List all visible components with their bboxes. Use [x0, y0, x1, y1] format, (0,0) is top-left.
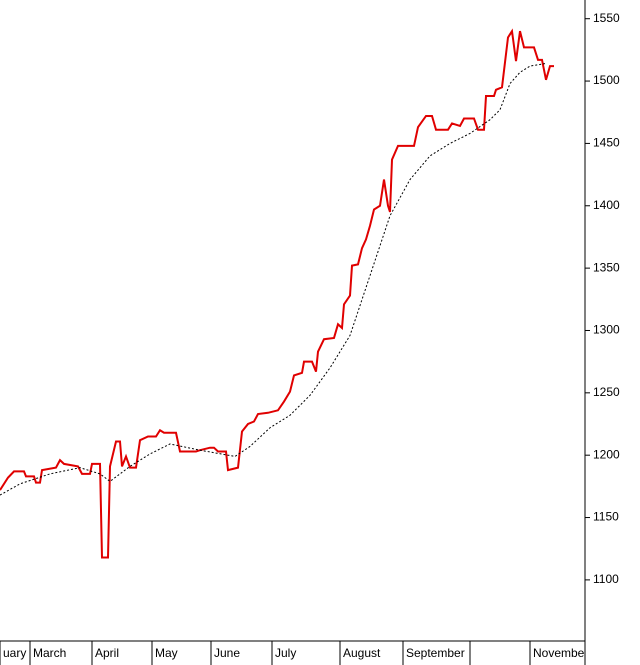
- y-tick-label: 1500: [593, 73, 620, 87]
- x-tick-label: May: [155, 646, 178, 660]
- y-tick-label: 1350: [593, 260, 620, 274]
- y-tick-label: 1100: [593, 572, 619, 586]
- x-tick-label: March: [33, 646, 66, 660]
- y-tick-label: 1250: [593, 385, 620, 399]
- price-line: [0, 28, 554, 559]
- y-tick-label: 1300: [593, 323, 620, 337]
- y-tick-label: 1200: [593, 447, 620, 461]
- x-tick-label: September: [406, 646, 465, 660]
- moving-average-line: [0, 63, 546, 496]
- x-tick-label: June: [214, 646, 240, 660]
- x-tick-label: April: [95, 646, 119, 660]
- x-tick-label: August: [343, 646, 381, 660]
- x-tick-label: July: [275, 646, 296, 660]
- y-tick-label: 1550: [593, 11, 620, 25]
- y-tick-label: 1150: [593, 510, 619, 524]
- x-tick-label: Novembe: [533, 646, 585, 660]
- y-tick-label: 1450: [593, 136, 620, 150]
- y-tick-label: 1400: [593, 198, 620, 212]
- x-tick-label: uary: [3, 646, 26, 660]
